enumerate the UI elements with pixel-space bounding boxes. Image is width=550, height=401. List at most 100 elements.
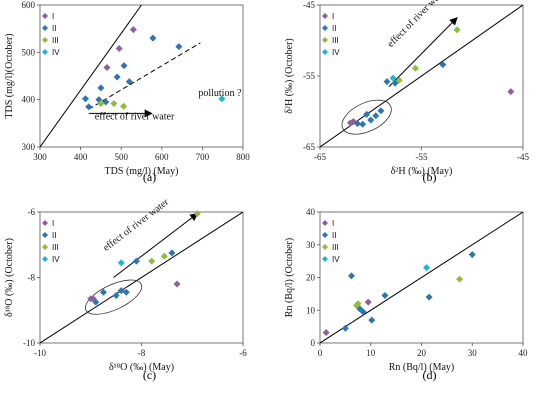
x-tick-label: 30 (468, 348, 478, 358)
data-point-series-I (507, 88, 515, 96)
legend-entry: I (52, 219, 54, 228)
data-point-series-II (372, 112, 380, 120)
chart-panel-2: -65 -55 -45 -65 -55 -45 δ²H (‰) (May) δ²H (‰) (… (284, 0, 529, 184)
y-axis-label: δ¹⁸O (‰) (October) (4, 238, 15, 317)
legend-entry: I (332, 219, 334, 228)
data-point-series-III (354, 300, 362, 308)
legend-marker (322, 220, 328, 226)
cluster-ellipse (85, 279, 143, 315)
data-point-series-II (425, 293, 433, 301)
data-point-series-II (132, 257, 140, 265)
legend-entry: II (332, 24, 336, 33)
data-point-series-II (92, 298, 100, 306)
legend-marker (42, 256, 48, 262)
y-tick-label: 400 (22, 95, 36, 105)
cluster-ellipse (341, 99, 392, 135)
legend-marker (322, 37, 328, 43)
y-tick-label: 20 (306, 273, 316, 283)
x-tick-label: 600 (155, 152, 169, 162)
data-point-series-IV (117, 259, 125, 267)
annotation-text: effect of river water (385, 0, 449, 50)
legend-marker (42, 220, 48, 226)
data-point-series-II (359, 120, 367, 128)
x-tick-label: 400 (74, 152, 88, 162)
x-tick-label: 40 (519, 348, 529, 358)
data-point-series-II (113, 73, 121, 81)
data-point-series-I (322, 329, 330, 337)
legend-entry: I (52, 12, 54, 21)
data-point-series-I (103, 63, 111, 71)
annotation-text: pollution ? (198, 88, 242, 99)
data-point-series-III (453, 26, 461, 34)
data-point-series-IV (389, 74, 397, 82)
data-point-series-II (168, 249, 176, 257)
legend-marker (42, 244, 48, 250)
legend-marker (322, 49, 328, 55)
panel-label: (a) (143, 170, 156, 184)
data-point-series-III (395, 76, 403, 84)
dashed-trend-line (88, 42, 201, 110)
y-tick-label: -6 (28, 207, 36, 217)
legend-entry: III (332, 243, 339, 252)
chart-panel-4: 0 10 20 30 40 0 10 20 30 40 Rn (Bq/l) (May) Rn (Bq/… (284, 207, 528, 382)
annotation-text: effect of river water (95, 112, 175, 123)
x-axis-label: δ²H (‰) (May) (391, 166, 453, 177)
data-point-series-II (368, 316, 376, 324)
legend-entry: III (52, 243, 59, 252)
data-point-series-II (367, 116, 375, 124)
data-point-series-III (97, 99, 105, 107)
data-point-series-II (383, 78, 391, 86)
x-tick-label: 0 (318, 348, 323, 358)
x-tick-label: 10 (366, 348, 376, 358)
y-tick-label: -45 (303, 0, 315, 10)
legend-marker (42, 13, 48, 19)
legend-entry: I (332, 12, 334, 21)
legend-entry: II (52, 231, 56, 240)
legend-marker (322, 232, 328, 238)
data-point-series-II (85, 103, 93, 111)
data-point-series-III (411, 64, 419, 72)
legend-entry: III (332, 36, 339, 45)
data-point-series-II (149, 34, 157, 42)
legend-entry: IV (332, 48, 340, 57)
x-tick-label: 800 (236, 152, 250, 162)
x-tick-label: -6 (239, 348, 247, 358)
y-axis-label: TDS (mg/l)(October) (4, 33, 15, 118)
data-point-series-III (160, 252, 168, 260)
y-tick-label: 300 (22, 142, 36, 152)
data-point-series-II (99, 288, 107, 296)
legend-marker (322, 244, 328, 250)
data-point-series-II (120, 62, 128, 70)
x-axis-label: δ¹⁸O (‰) (May) (109, 362, 174, 373)
legend-marker (322, 13, 328, 19)
legend-marker (42, 232, 48, 238)
legend-marker (322, 256, 328, 262)
x-axis-label: Rn (Bq/l) (May) (389, 362, 455, 373)
data-point-series-IV (423, 264, 431, 272)
legend-entry: IV (52, 48, 60, 57)
data-point-series-II (341, 324, 349, 332)
annotation-arrow (388, 17, 458, 88)
data-point-series-II (97, 84, 105, 92)
x-tick-label: 300 (33, 152, 47, 162)
y-axis-label: δ²H (‰) (October) (284, 38, 295, 113)
data-point-series-I (173, 280, 181, 288)
y-tick-label: 10 (306, 305, 316, 315)
data-point-series-II (175, 43, 183, 51)
legend-marker (42, 25, 48, 31)
data-point-series-II (468, 251, 476, 259)
one-to-one-line (40, 5, 142, 147)
data-point-series-III (120, 102, 128, 110)
plot-frame (39, 4, 244, 148)
data-point-series-II (347, 272, 355, 280)
data-point-series-II (381, 292, 389, 300)
data-point-series-II (354, 120, 362, 128)
panel-label: (c) (143, 368, 156, 382)
one-to-one-line (320, 212, 523, 343)
y-tick-label: 500 (22, 47, 36, 57)
data-point-series-III (110, 99, 118, 107)
y-tick-label: -8 (28, 273, 36, 283)
x-axis-label: TDS (mg/l) (May) (105, 166, 179, 177)
data-point-series-II (439, 61, 447, 69)
